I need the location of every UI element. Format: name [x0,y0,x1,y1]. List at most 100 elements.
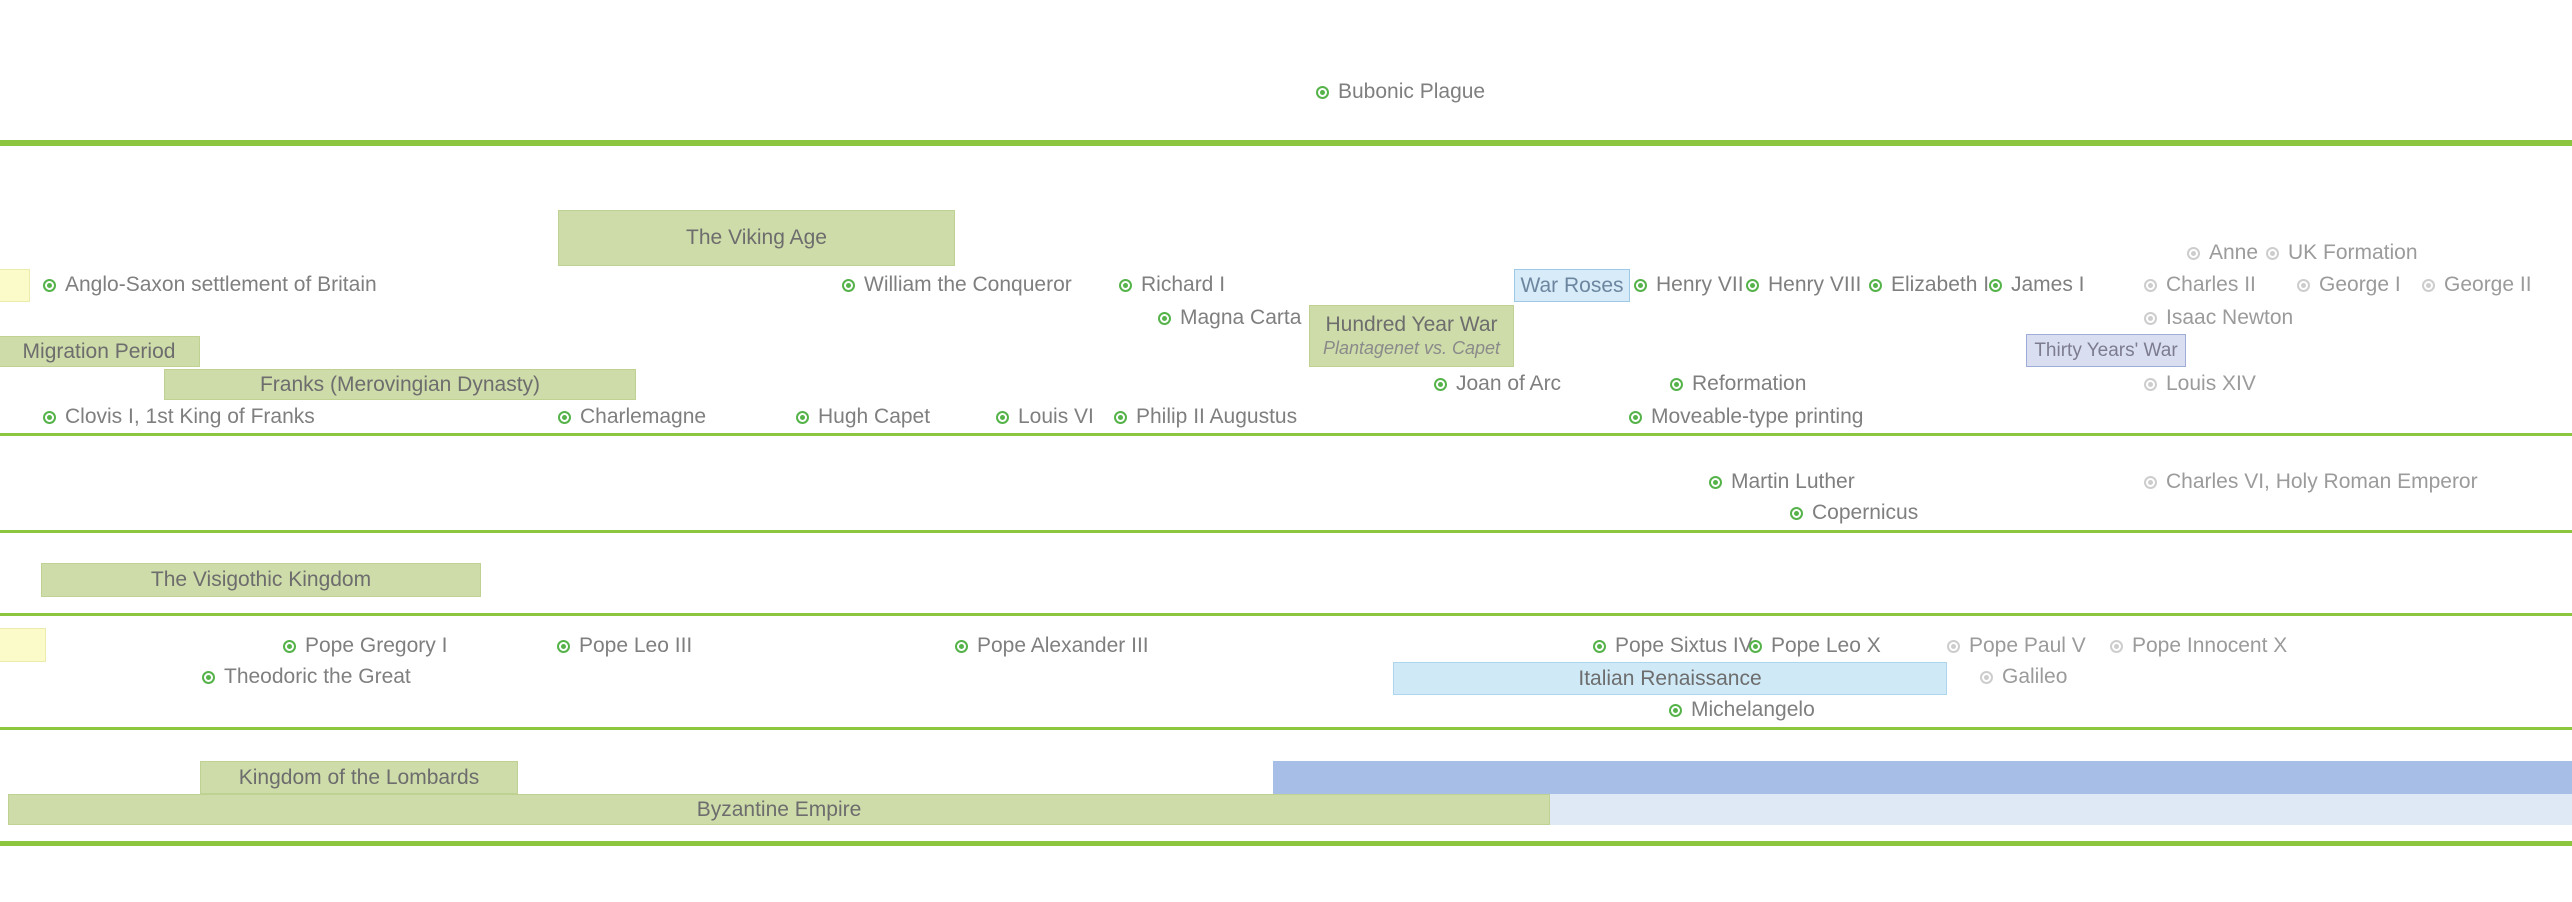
event-philip-ii-augustus[interactable]: Philip II Augustus [1114,401,1297,433]
period-subtitle: Plantagenet vs. Capet [1322,338,1501,358]
event-label: Anne [2209,241,2259,264]
event-pope-alexander-iii[interactable]: Pope Alexander III [955,630,1149,662]
period-label: Hundred Year War [1325,313,1498,336]
section-divider-line [0,613,2572,616]
event-label: George II [2444,273,2532,296]
event-label: George I [2319,273,2401,296]
event-isaac-newton[interactable]: Isaac Newton [2144,302,2293,334]
event-henry-vii[interactable]: Henry VII [1634,269,1744,301]
period-viking-age[interactable]: The Viking Age [558,210,955,266]
period-hundred-year-war[interactable]: Hundred Year War Plantagenet vs. Capet [1309,305,1514,367]
period-bar-pale-blue[interactable] [1550,794,2572,825]
event-james-i[interactable]: James I [1989,269,2085,301]
event-dot-icon [2144,377,2157,391]
event-label: Pope Gregory I [305,634,448,657]
event-pope-sixtus-iv[interactable]: Pope Sixtus IV [1593,630,1753,662]
event-pope-innocent-x[interactable]: Pope Innocent X [2110,630,2287,662]
event-label: Reformation [1692,372,1807,395]
event-martin-luther[interactable]: Martin Luther [1709,466,1855,498]
period-thirty-years-war[interactable]: Thirty Years' War [2026,334,2186,367]
event-label: Joan of Arc [1456,372,1562,395]
event-henry-viii[interactable]: Henry VIII [1746,269,1861,301]
event-dot-icon [2187,246,2200,260]
event-dot-icon [1634,278,1647,292]
event-label: Pope Leo X [1771,634,1881,657]
event-richard-i[interactable]: Richard I [1119,269,1225,301]
event-joan-of-arc[interactable]: Joan of Arc [1434,368,1561,400]
period-label: Byzantine Empire [696,797,862,821]
event-dot-icon [955,639,968,653]
event-hugh-capet[interactable]: Hugh Capet [796,401,930,433]
period-war-roses[interactable]: War Roses [1514,269,1630,302]
event-anglo-saxon-settlement[interactable]: Anglo-Saxon settlement of Britain [43,269,377,301]
event-reformation[interactable]: Reformation [1670,368,1806,400]
event-dot-icon [2144,475,2157,489]
section-divider-line [0,140,2572,146]
event-label: Henry VIII [1768,273,1862,296]
event-george-ii[interactable]: George II [2422,269,2532,301]
event-william-the-conqueror[interactable]: William the Conqueror [842,269,1072,301]
event-galileo[interactable]: Galileo [1980,661,2067,693]
event-dot-icon [1790,506,1803,520]
event-dot-icon [2144,311,2157,325]
period-italian-renaissance[interactable]: Italian Renaissance [1393,662,1947,695]
event-moveable-type-printing[interactable]: Moveable-type printing [1629,401,1863,433]
period-label: The Visigothic Kingdom [150,568,372,591]
event-magna-carta[interactable]: Magna Carta [1158,302,1301,334]
event-dot-icon [996,410,1009,424]
event-pope-leo-x[interactable]: Pope Leo X [1749,630,1881,662]
event-dot-icon [2422,278,2435,292]
event-dot-icon [1316,85,1329,99]
section-divider-line [0,530,2572,533]
period-visigothic-kingdom[interactable]: The Visigothic Kingdom [41,563,481,597]
event-charlemagne[interactable]: Charlemagne [558,401,706,433]
event-label: Michelangelo [1691,698,1815,721]
event-dot-icon [796,410,809,424]
event-uk-formation[interactable]: UK Formation [2266,237,2418,269]
event-label: Pope Alexander III [977,634,1149,657]
period-label: Franks (Merovingian Dynasty) [259,372,541,396]
event-label: Louis VI [1018,405,1094,428]
period-label: War Roses [1520,273,1624,297]
event-label: Richard I [1141,273,1226,296]
event-label: Elizabeth I [1891,273,1990,296]
period-franks-merovingian[interactable]: Franks (Merovingian Dynasty) [164,369,636,400]
event-label: Philip II Augustus [1136,405,1298,428]
period-label: The Viking Age [686,226,827,249]
event-pope-gregory-i[interactable]: Pope Gregory I [283,630,447,662]
event-dot-icon [2297,278,2310,292]
event-dot-icon [1158,311,1171,325]
event-michelangelo[interactable]: Michelangelo [1669,694,1815,726]
event-label: Pope Sixtus IV [1615,634,1753,657]
event-anne[interactable]: Anne [2187,237,2258,269]
period-kingdom-of-lombards[interactable]: Kingdom of the Lombards [200,761,518,794]
period-byzantine-empire[interactable]: Byzantine Empire [8,794,1550,825]
event-label: Charlemagne [580,405,707,428]
event-dot-icon [2144,278,2157,292]
period-edge-yellow-top[interactable] [0,269,30,302]
event-bubonic-plague[interactable]: Bubonic Plague [1316,76,1485,108]
event-label: James I [2011,273,2085,296]
period-label: Italian Renaissance [1578,666,1762,690]
event-dot-icon [1746,278,1759,292]
event-pope-paul-v[interactable]: Pope Paul V [1947,630,2086,662]
period-migration-period[interactable]: Migration Period [0,336,200,367]
event-louis-xiv[interactable]: Louis XIV [2144,368,2256,400]
event-dot-icon [1119,278,1132,292]
event-louis-vi[interactable]: Louis VI [996,401,1094,433]
event-clovis-i[interactable]: Clovis I, 1st King of Franks [43,401,315,433]
event-pope-leo-iii[interactable]: Pope Leo III [557,630,692,662]
event-theodoric-the-great[interactable]: Theodoric the Great [202,661,411,693]
event-dot-icon [2110,639,2123,653]
event-label: Isaac Newton [2166,306,2294,329]
event-label: Clovis I, 1st King of Franks [65,405,315,428]
period-edge-yellow-popes[interactable] [0,628,46,662]
event-george-i[interactable]: George I [2297,269,2401,301]
event-charles-vi-hre[interactable]: Charles VI, Holy Roman Emperor [2144,466,2478,498]
period-bar-unlabeled-blue[interactable] [1273,761,2572,794]
event-elizabeth-i[interactable]: Elizabeth I [1869,269,1989,301]
event-copernicus[interactable]: Copernicus [1790,497,1918,529]
event-charles-ii[interactable]: Charles II [2144,269,2256,301]
period-label: Thirty Years' War [2034,339,2178,361]
